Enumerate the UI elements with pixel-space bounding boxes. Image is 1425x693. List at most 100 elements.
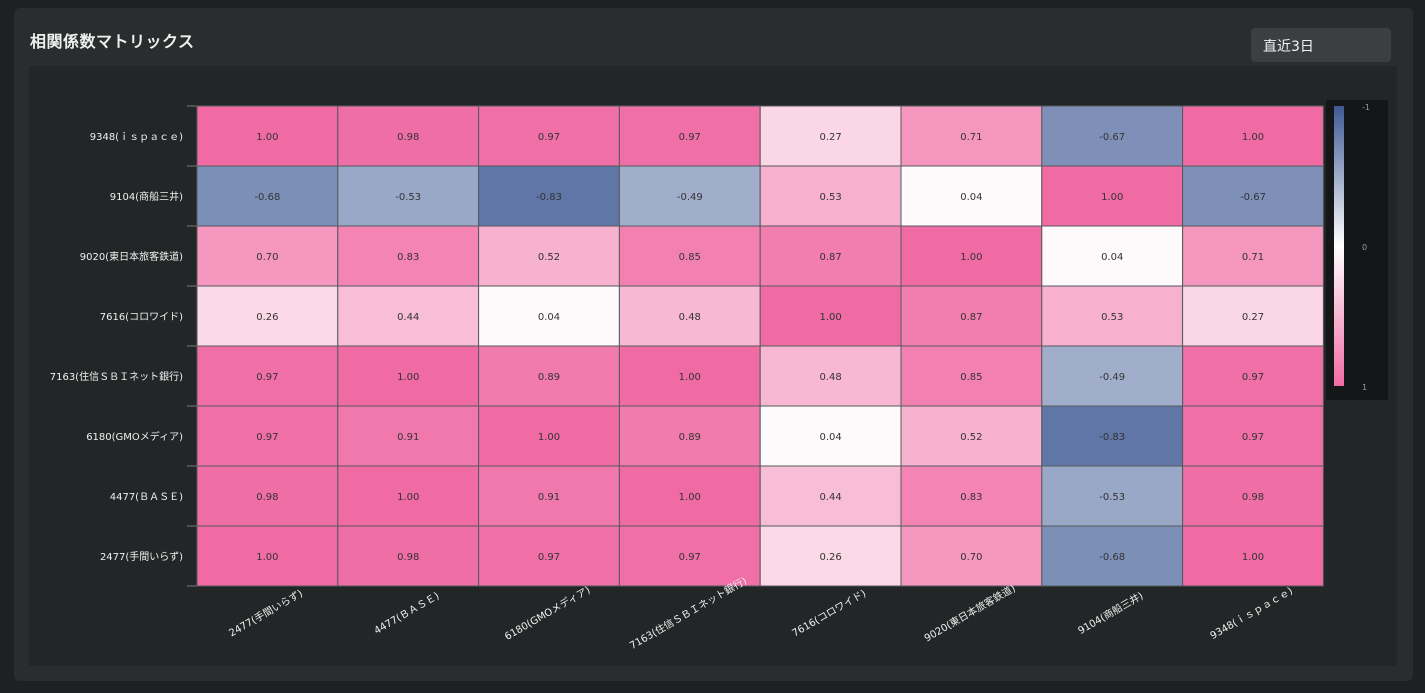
heatmap-cell [1041, 345, 1184, 407]
x-tick-label: 9348(ｉｓｐａｃｅ) [1208, 585, 1295, 642]
heatmap-cell [759, 405, 902, 467]
cell-value-label: 1.00 [679, 372, 701, 383]
x-tick-label: 2477(手間いらず) [226, 587, 305, 640]
cell-value-label: 0.48 [679, 312, 701, 323]
heatmap-cell [478, 285, 620, 347]
x-tick-label: 9020(東日本旅客鉄道) [922, 581, 1018, 644]
cell-value-label: 0.97 [538, 552, 560, 563]
cell-value-label: 0.27 [1242, 312, 1264, 323]
colorbar-gradient [1334, 106, 1344, 386]
heatmap-cell [900, 105, 1043, 167]
cell-value-label: 0.44 [397, 312, 419, 323]
correlation-panel: 相関係数マトリックス 直近3日 1.00 0.98 0.97 0.97 0.27 0.71… [14, 8, 1413, 681]
cell-value-label: 0.26 [819, 552, 841, 563]
y-axis: 9348(ｉｓｐａｃｅ) 9104(商船三井) 9020(東日本旅客鉄道) 7616(… [50, 105, 197, 587]
cell-value-label: 0.98 [256, 492, 278, 503]
y-tick-label: 2477(手間いらず) [100, 550, 183, 563]
heatmap-cell [196, 525, 339, 587]
heatmap-cell [337, 405, 480, 467]
colorbar: -1 0 1 [1326, 100, 1388, 400]
heatmap-cell [900, 345, 1043, 407]
cell-value-label: 0.71 [960, 132, 982, 143]
heatmap-cell [618, 285, 761, 347]
heatmap-cell [618, 105, 761, 167]
cell-value-label: 0.91 [538, 492, 560, 503]
heatmap-cell [618, 165, 761, 227]
cell-value-label: -0.53 [1099, 492, 1125, 503]
cell-value-label: 1.00 [1242, 132, 1264, 143]
heatmap-cell [1182, 465, 1324, 527]
cell-value-label: 0.97 [1242, 432, 1264, 443]
y-tick-label: 9020(東日本旅客鉄道) [80, 250, 183, 263]
cell-value-label: -0.68 [1099, 552, 1125, 563]
cell-value-label: 1.00 [256, 132, 278, 143]
heatmap-cell [1182, 225, 1324, 287]
y-tick-label: 4477(ＢＡＳＥ) [110, 492, 183, 503]
cell-value-label: 0.98 [1242, 492, 1264, 503]
y-tick-label: 6180(GMOメディア) [86, 430, 183, 443]
cell-value-label: 0.89 [679, 432, 701, 443]
heatmap-cell [478, 345, 620, 407]
cell-value-label: 0.52 [960, 432, 982, 443]
heatmap-cell [196, 105, 339, 167]
cell-value-label: 1.00 [397, 492, 419, 503]
cell-value-label: 0.53 [1101, 312, 1123, 323]
x-tick-label: 9104(商船三井) [1075, 589, 1145, 637]
cell-value-label: 0.04 [1101, 252, 1123, 263]
heatmap-cell [618, 345, 761, 407]
heatmap-cell [478, 525, 620, 587]
cell-value-label: 1.00 [960, 252, 982, 263]
cell-value-label: 0.71 [1242, 252, 1264, 263]
cell-value-label: 0.04 [960, 192, 982, 203]
heatmap-cell [1041, 405, 1184, 467]
cell-value-label: 1.00 [538, 432, 560, 443]
cell-value-label: 0.85 [679, 252, 701, 263]
heatmap-cell [900, 405, 1043, 467]
heatmap-cell [759, 465, 902, 527]
cell-value-label: 0.44 [819, 492, 841, 503]
heatmap-cell [900, 525, 1043, 587]
cell-value-label: 0.27 [819, 132, 841, 143]
period-select[interactable]: 直近3日 [1251, 28, 1391, 62]
cell-value-label: 1.00 [679, 492, 701, 503]
cell-value-label: 0.48 [819, 372, 841, 383]
cell-value-label: -0.67 [1240, 192, 1266, 203]
cell-value-label: 0.97 [679, 132, 701, 143]
cell-value-label: -0.67 [1099, 132, 1125, 143]
heatmap-cell [759, 345, 902, 407]
heatmap-cell [1182, 405, 1324, 467]
cell-value-label: 0.97 [1242, 372, 1264, 383]
cell-value-label: -0.53 [395, 192, 421, 203]
heatmap-cell [1182, 105, 1324, 167]
heatmap-grid: 1.00 0.98 0.97 0.97 0.27 0.71 -0.67 1.00 -0.68 -0… [196, 105, 1324, 587]
cell-value-label: 0.83 [397, 252, 419, 263]
cell-value-label: 0.70 [960, 552, 982, 563]
heatmap-cell [759, 525, 902, 587]
cell-value-label: 0.04 [819, 432, 841, 443]
cell-value-label: -0.83 [536, 192, 562, 203]
heatmap-cell [337, 225, 480, 287]
heatmap-cell [196, 225, 339, 287]
y-tick-label: 7163(住信ＳＢＩネット銀行) [50, 370, 183, 383]
heatmap-cell [478, 225, 620, 287]
heatmap-cell [478, 465, 620, 527]
heatmap-cell [196, 465, 339, 527]
colorbar-tick-label: -1 [1362, 103, 1370, 112]
heatmap-cell [759, 105, 902, 167]
cell-value-label: 0.89 [538, 372, 560, 383]
x-tick-label: 4477(ＢＡＳＥ) [372, 591, 441, 637]
heatmap-cell [618, 225, 761, 287]
heatmap-cell [196, 285, 339, 347]
heatmap-cell [1182, 345, 1324, 407]
cell-value-label: 1.00 [1242, 552, 1264, 563]
colorbar-tick-label: 1 [1362, 383, 1367, 392]
heatmap-cell [337, 165, 480, 227]
heatmap-cell [1041, 225, 1184, 287]
heatmap-cell [900, 165, 1043, 227]
heatmap-cell [618, 525, 761, 587]
cell-value-label: 0.98 [397, 552, 419, 563]
cell-value-label: -0.83 [1099, 432, 1125, 443]
page-title: 相関係数マトリックス [30, 32, 195, 51]
heatmap-cell [900, 225, 1043, 287]
colorbar-tick-label: 0 [1362, 243, 1367, 252]
